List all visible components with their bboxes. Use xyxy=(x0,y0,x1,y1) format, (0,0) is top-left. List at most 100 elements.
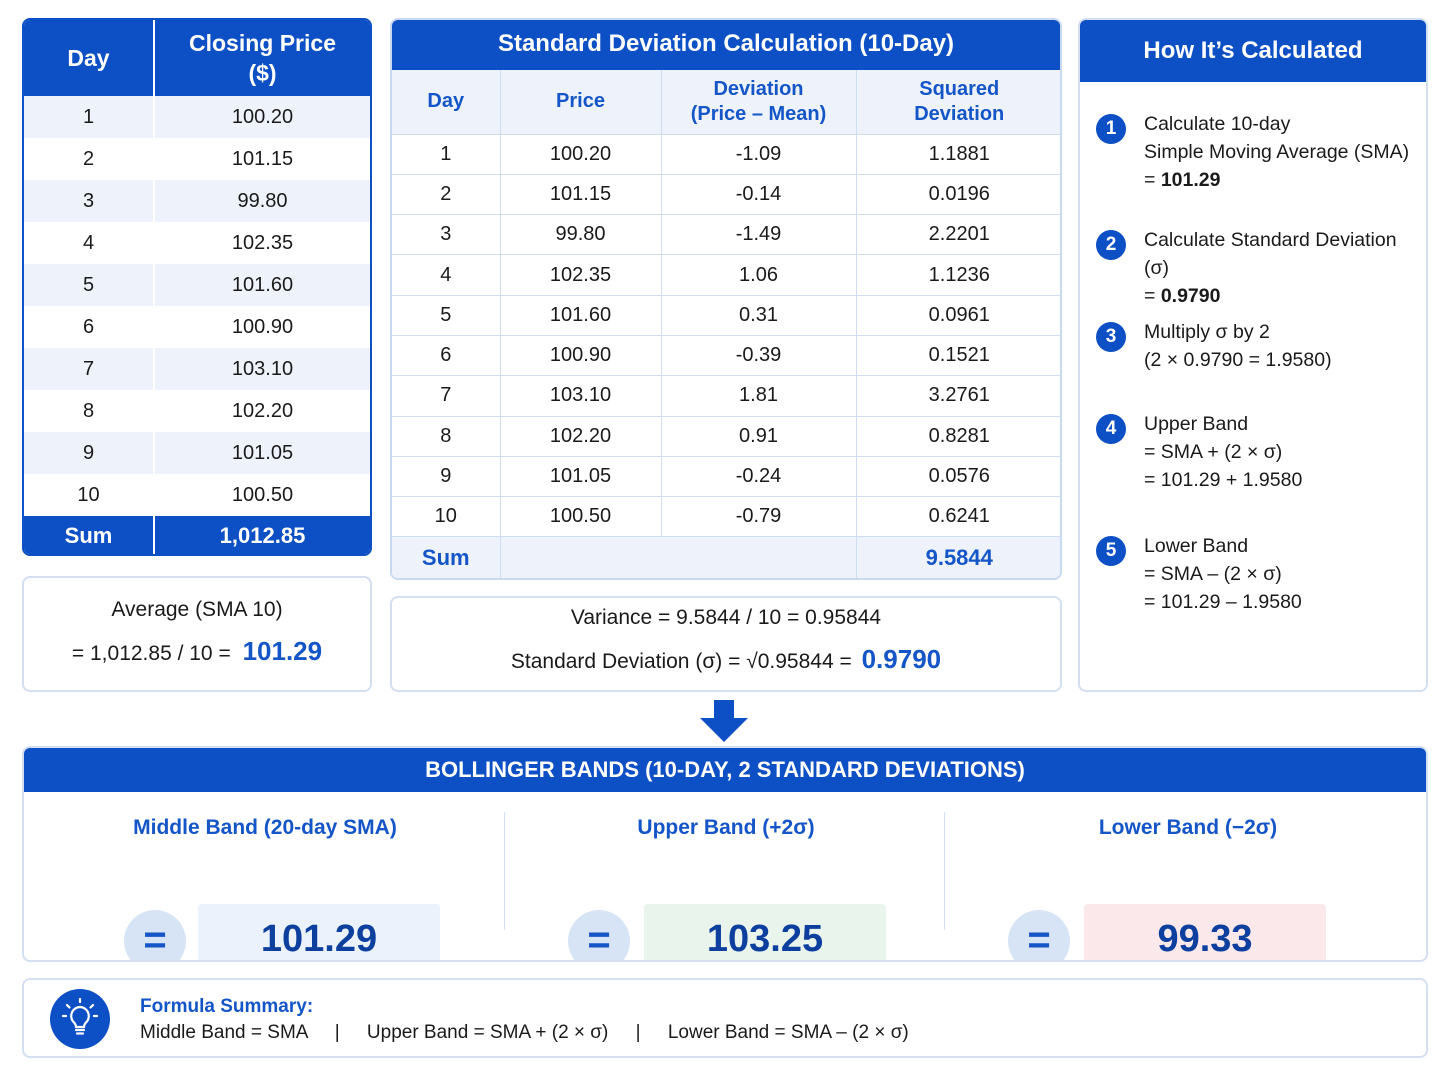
sd-col-day: Day xyxy=(392,70,501,135)
std-dev-expression: Standard Deviation (σ) = √0.95844 = xyxy=(510,650,852,673)
squared-deviation-cell: 1.1881 xyxy=(856,134,1060,175)
deviation-cell: -1.49 xyxy=(661,214,857,256)
band-divider xyxy=(504,812,505,930)
variance-formula: Variance = 9.5844 / 10 = 0.95844 xyxy=(570,606,882,629)
day-cell: 7 xyxy=(392,375,501,417)
step-5-line1: Lower Band xyxy=(1144,535,1249,557)
deviation-cell: 0.91 xyxy=(661,416,857,457)
sd-sum-label: Sum xyxy=(392,536,501,578)
table-row: 5 101.60 0.31 0.0961 xyxy=(392,295,1060,336)
day-cell: 3 xyxy=(392,214,501,256)
formula-summary-text: Middle Band = SMA | Upper Band = SMA + (… xyxy=(140,1022,909,1044)
step-1-line2: Simple Moving Average (SMA) xyxy=(1144,141,1410,163)
table-row: 5 101.60 xyxy=(24,264,370,306)
formula-lower: Lower Band = SMA – (2 × σ) xyxy=(667,1022,909,1043)
sd-sum-value: 9.5844 xyxy=(856,536,1060,578)
deviation-cell: 1.06 xyxy=(661,254,857,296)
table-row: 2 101.15 -0.14 0.0196 xyxy=(392,174,1060,216)
step-number-badge: 2 xyxy=(1096,230,1126,260)
price-cell: 102.35 xyxy=(154,222,370,264)
price-cell: 102.20 xyxy=(500,416,662,457)
middle-band-label: Middle Band (20-day SMA) xyxy=(133,816,397,839)
squared-deviation-cell: 0.8281 xyxy=(856,416,1060,457)
formula-summary-box: Formula Summary: Middle Band = SMA | Upp… xyxy=(22,978,1428,1058)
std-dev-formula: Standard Deviation (σ) = √0.95844 = 0.97… xyxy=(392,644,1060,675)
average-box: Average (SMA 10) = 1,012.85 / 10 = 101.2… xyxy=(22,576,372,692)
sd-col-squared-line1: Squared xyxy=(919,77,1000,100)
table-row: 6 100.90 -0.39 0.1521 xyxy=(392,335,1060,377)
how-calculated-title: How It’s Calculated xyxy=(1080,20,1426,82)
sd-col-price: Price xyxy=(500,70,662,135)
step-1: 1 Calculate 10-day Simple Moving Average… xyxy=(1096,110,1416,194)
sd-col-squared: Squared Deviation xyxy=(856,70,1060,135)
step-number-badge: 1 xyxy=(1096,114,1126,144)
lightbulb-icon xyxy=(50,989,110,1049)
equals-icon: = xyxy=(568,910,630,960)
squared-deviation-cell: 0.6241 xyxy=(856,496,1060,538)
average-value: 101.29 xyxy=(242,636,323,666)
std-dev-value: 0.9790 xyxy=(861,644,942,674)
lower-band-label: Lower Band (−2σ) xyxy=(1098,816,1278,839)
step-1-line1: Calculate 10-day xyxy=(1144,113,1291,135)
day-cell: 4 xyxy=(24,222,155,264)
price-cell: 101.60 xyxy=(154,264,370,306)
step-2-line1: Calculate Standard Deviation (σ) xyxy=(1144,229,1397,279)
sd-col-deviation-line2: (Price – Mean) xyxy=(690,102,827,125)
step-3-line2: (2 × 0.9790 = 1.9580) xyxy=(1144,349,1332,371)
day-cell: 5 xyxy=(392,295,501,336)
table-row: 6 100.90 xyxy=(24,306,370,348)
equals-icon: = xyxy=(1008,910,1070,960)
closing-sum-label: Sum xyxy=(24,516,155,554)
price-cell: 100.20 xyxy=(500,134,662,175)
step-3-line1: Multiply σ by 2 xyxy=(1144,321,1270,343)
step-2-prefix: = xyxy=(1144,285,1161,307)
table-row: 9 101.05 -0.24 0.0576 xyxy=(392,456,1060,498)
col-header-closing-price-line1: Closing Price xyxy=(189,30,336,56)
col-header-closing-price-line2: ($) xyxy=(248,60,277,86)
table-row: 9 101.05 xyxy=(24,432,370,474)
step-4: 4 Upper Band = SMA + (2 × σ) = 101.29 + … xyxy=(1096,410,1416,494)
day-cell: 7 xyxy=(24,348,155,390)
table-row: 7 103.10 xyxy=(24,348,370,390)
table-row: 2 101.15 xyxy=(24,138,370,180)
step-2: 2 Calculate Standard Deviation (σ) = 0.9… xyxy=(1096,226,1416,310)
day-cell: 1 xyxy=(24,96,155,138)
table-row: 8 102.20 xyxy=(24,390,370,432)
price-cell: 103.10 xyxy=(154,348,370,390)
step-number-badge: 4 xyxy=(1096,414,1126,444)
variance-box: Variance = 9.5844 / 10 = 0.95844 Standar… xyxy=(390,596,1062,692)
deviation-cell: -0.79 xyxy=(661,496,857,538)
price-cell: 100.90 xyxy=(154,306,370,348)
step-2-value: 0.9790 xyxy=(1160,285,1221,307)
sd-sum-empty xyxy=(500,536,857,578)
lower-band: Lower Band (−2σ) = 99.33 xyxy=(946,792,1426,960)
price-cell: 101.05 xyxy=(500,456,662,498)
price-cell: 100.50 xyxy=(500,496,662,538)
price-cell: 99.80 xyxy=(500,214,662,256)
std-dev-table-title: Standard Deviation Calculation (10-Day) xyxy=(392,20,1060,70)
step-1-value: 101.29 xyxy=(1160,169,1221,191)
average-formula: = 1,012.85 / 10 = 101.29 xyxy=(24,636,370,667)
formula-summary-heading: Formula Summary: xyxy=(140,996,314,1017)
price-cell: 100.90 xyxy=(500,335,662,377)
day-cell: 2 xyxy=(24,138,155,180)
price-cell: 102.35 xyxy=(500,254,662,296)
deviation-cell: -0.39 xyxy=(661,335,857,377)
deviation-cell: -0.24 xyxy=(661,456,857,498)
step-5-line2: = SMA – (2 × σ) xyxy=(1144,563,1282,585)
middle-band-value: 101.29 xyxy=(198,904,440,960)
squared-deviation-cell: 0.0961 xyxy=(856,295,1060,336)
squared-deviation-cell: 0.0196 xyxy=(856,174,1060,216)
price-cell: 101.05 xyxy=(154,432,370,474)
formula-middle: Middle Band = SMA xyxy=(140,1022,308,1043)
step-4-line3: = 101.29 + 1.9580 xyxy=(1144,469,1303,491)
squared-deviation-cell: 2.2201 xyxy=(856,214,1060,256)
step-2-line2: = 0.9790 xyxy=(1144,282,1416,310)
day-cell: 9 xyxy=(392,456,501,498)
deviation-cell: 0.31 xyxy=(661,295,857,336)
price-cell: 102.20 xyxy=(154,390,370,432)
day-cell: 1 xyxy=(392,134,501,175)
day-cell: 6 xyxy=(24,306,155,348)
squared-deviation-cell: 0.0576 xyxy=(856,456,1060,498)
price-cell: 101.15 xyxy=(154,138,370,180)
